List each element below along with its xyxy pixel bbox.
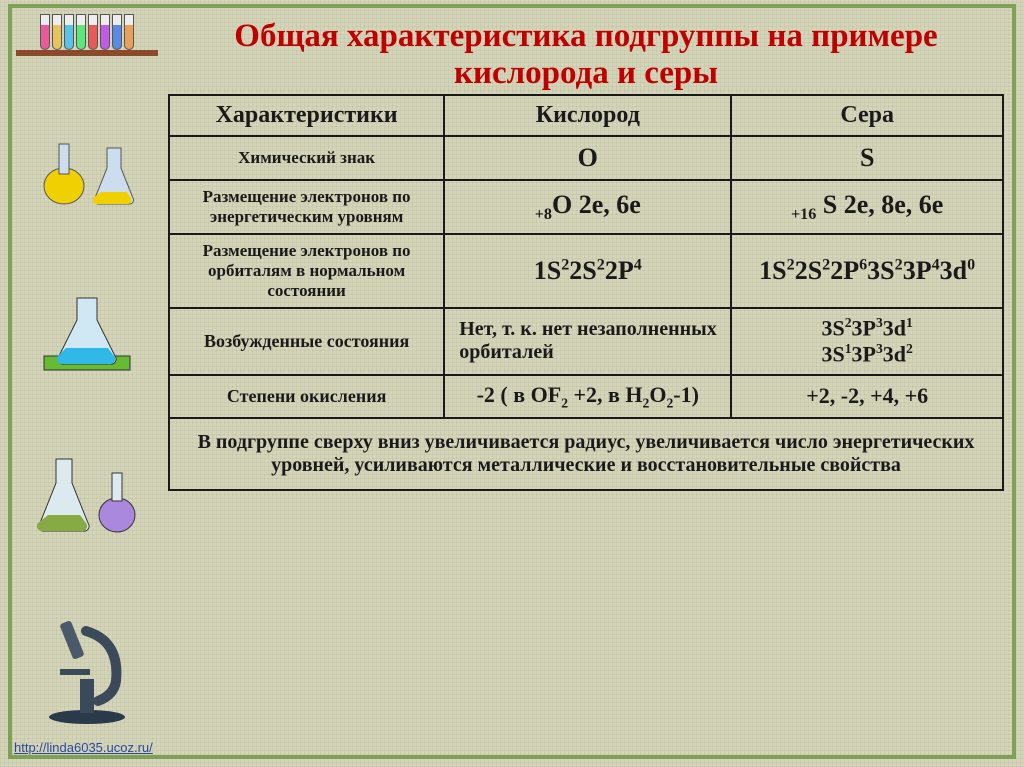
cell-oxygen-orbitals: 1S22S22P4 bbox=[444, 234, 731, 308]
flask-group-bottom bbox=[16, 455, 158, 535]
cell-sulfur-excited: 3S23P33d1 3S13P33d2 bbox=[731, 308, 1003, 375]
table-row: Размещение электронов по орбиталям в нор… bbox=[169, 234, 1003, 308]
row-label: Химический знак bbox=[169, 136, 444, 180]
footer-text: В подгруппе сверху вниз увеличивается ра… bbox=[169, 418, 1003, 490]
row-label: Возбужденные состояния bbox=[169, 308, 444, 375]
slide-title: Общая характеристика подгруппы на пример… bbox=[168, 14, 1004, 94]
cell-oxygen-symbol: O bbox=[444, 136, 731, 180]
table-row: Степени окисления -2 ( в OF2 +2, в H2O2-… bbox=[169, 375, 1003, 418]
flask-group-top bbox=[16, 136, 158, 206]
row-label: Размещение электронов по орбиталям в нор… bbox=[169, 234, 444, 308]
cell-oxygen-excited: Нет, т. к. нет незаполненных орбиталей bbox=[444, 308, 731, 375]
microscope-icon bbox=[42, 615, 132, 725]
header-oxygen: Кислород bbox=[444, 95, 731, 136]
decor-sidebar bbox=[12, 8, 162, 755]
comparison-table: Характеристики Кислород Сера Химический … bbox=[168, 94, 1004, 491]
row-label: Размещение электронов по энергетическим … bbox=[169, 180, 444, 234]
table-footer-row: В подгруппе сверху вниз увеличивается ра… bbox=[169, 418, 1003, 490]
test-tube-shelf bbox=[16, 14, 158, 56]
cell-sulfur-levels: +16 S 2e, 8e, 6e bbox=[731, 180, 1003, 234]
header-characteristics: Характеристики bbox=[169, 95, 444, 136]
table-row: Возбужденные состояния Нет, т. к. нет не… bbox=[169, 308, 1003, 375]
source-link[interactable]: http://linda6035.ucoz.ru/ bbox=[14, 740, 153, 755]
cell-sulfur-orbitals: 1S22S22P63S23P43d0 bbox=[731, 234, 1003, 308]
cell-oxygen-oxstate: -2 ( в OF2 +2, в H2O2-1) bbox=[444, 375, 731, 418]
header-sulfur: Сера bbox=[731, 95, 1003, 136]
table-row: Размещение электронов по энергетическим … bbox=[169, 180, 1003, 234]
cell-sulfur-oxstate: +2, -2, +4, +6 bbox=[731, 375, 1003, 418]
table-header-row: Характеристики Кислород Сера bbox=[169, 95, 1003, 136]
table-row: Химический знак O S bbox=[169, 136, 1003, 180]
cell-sulfur-symbol: S bbox=[731, 136, 1003, 180]
cell-oxygen-levels: +8O 2e, 6e bbox=[444, 180, 731, 234]
flask-group-mid bbox=[16, 286, 158, 376]
row-label: Степени окисления bbox=[169, 375, 444, 418]
